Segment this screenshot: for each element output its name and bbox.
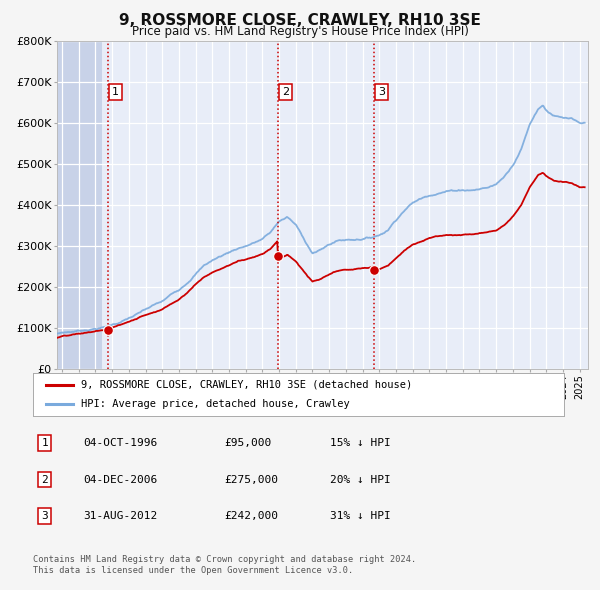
Text: 04-OCT-1996: 04-OCT-1996 (83, 438, 158, 448)
Text: 31-AUG-2012: 31-AUG-2012 (83, 511, 158, 521)
Text: 04-DEC-2006: 04-DEC-2006 (83, 474, 158, 484)
Text: 20% ↓ HPI: 20% ↓ HPI (331, 474, 391, 484)
Text: £95,000: £95,000 (224, 438, 271, 448)
Text: 9, ROSSMORE CLOSE, CRAWLEY, RH10 3SE (detached house): 9, ROSSMORE CLOSE, CRAWLEY, RH10 3SE (de… (81, 380, 412, 390)
Text: 2: 2 (282, 87, 289, 97)
Text: Price paid vs. HM Land Registry's House Price Index (HPI): Price paid vs. HM Land Registry's House … (131, 25, 469, 38)
Text: 3: 3 (378, 87, 385, 97)
Text: 1: 1 (41, 438, 48, 448)
Text: 2: 2 (41, 474, 48, 484)
Text: 3: 3 (41, 511, 48, 521)
Text: HPI: Average price, detached house, Crawley: HPI: Average price, detached house, Craw… (81, 399, 350, 409)
Text: 15% ↓ HPI: 15% ↓ HPI (331, 438, 391, 448)
Text: 9, ROSSMORE CLOSE, CRAWLEY, RH10 3SE: 9, ROSSMORE CLOSE, CRAWLEY, RH10 3SE (119, 13, 481, 28)
Text: Contains HM Land Registry data © Crown copyright and database right 2024.: Contains HM Land Registry data © Crown c… (33, 555, 416, 563)
Text: £242,000: £242,000 (224, 511, 278, 521)
Text: This data is licensed under the Open Government Licence v3.0.: This data is licensed under the Open Gov… (33, 566, 353, 575)
Text: 1: 1 (112, 87, 119, 97)
Bar (57, 41, 102, 369)
Text: £275,000: £275,000 (224, 474, 278, 484)
Text: 31% ↓ HPI: 31% ↓ HPI (331, 511, 391, 521)
